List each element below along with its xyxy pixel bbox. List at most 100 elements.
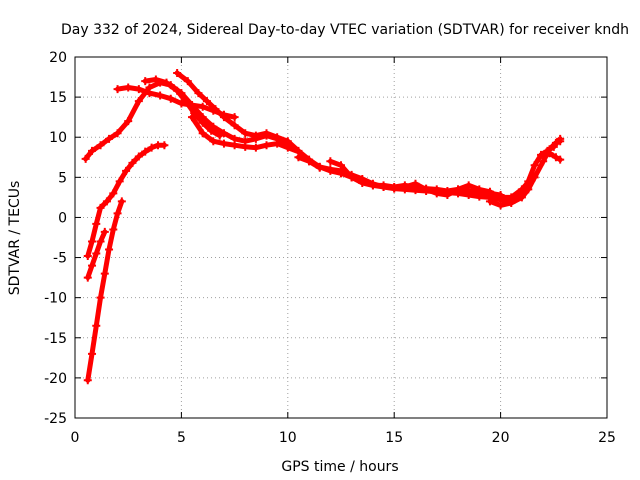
data-point [141,147,150,156]
y-tick-label: 5 [58,170,67,186]
data-point [198,118,207,127]
data-point [194,89,203,98]
y-tick-label: -15 [44,331,67,347]
data-point [368,181,377,190]
y-tick-label: -20 [44,371,67,387]
y-tick-label: -10 [44,291,67,307]
data-point [151,75,160,84]
data-point [88,261,97,270]
data-point [207,126,216,135]
x-tick-label: 20 [492,430,510,446]
data-point [517,190,526,199]
series-trace-3 [141,75,224,140]
data-point [102,197,111,206]
data-point [177,99,186,108]
data-point [105,134,114,143]
data-point [422,185,431,194]
data-point [283,143,292,152]
data-point [166,94,175,103]
data-point [113,209,122,218]
data-point [539,150,548,159]
data-point [109,225,118,234]
data-point [88,237,97,246]
data-point [215,131,224,140]
data-point [545,149,554,158]
data-point [551,153,560,162]
data-point [134,152,143,161]
data-point [524,177,533,186]
data-point [88,349,97,358]
data-point [96,237,105,246]
data-point [156,91,165,100]
data-point [556,155,565,164]
data-point [92,321,101,330]
data-point [273,139,282,148]
data-point [464,181,473,190]
y-tick-label: 0 [58,210,67,226]
data-point [109,189,118,198]
data-point [83,273,92,282]
data-point [507,197,516,206]
data-point [173,69,182,78]
data-point [262,129,271,138]
data-point [183,77,192,86]
data-point [145,89,154,98]
x-tick-label: 25 [598,430,616,446]
data-point [475,185,484,194]
series-trace-13 [83,197,126,385]
data-point [160,141,169,150]
data-point [147,143,156,152]
data-point [549,142,558,151]
data-point [124,83,133,92]
data-point [162,78,171,87]
y-tick-label: 15 [49,90,67,106]
data-point [411,179,420,188]
data-point [83,251,92,260]
data-point [443,190,452,199]
data-point [230,141,239,150]
data-point [454,185,463,194]
data-point [347,173,356,182]
data-point [400,182,409,191]
data-point [337,161,345,170]
data-point [241,142,250,151]
data-point [113,129,122,138]
data-point [337,169,345,178]
chart-title: Day 332 of 2024, Sidereal Day-to-day VTE… [61,22,629,38]
data-point [390,183,399,192]
plot-frame [74,56,608,419]
y-tick-label: 10 [49,130,67,146]
data-point [485,197,494,206]
series-trace-10 [539,149,565,164]
data-point [262,141,271,150]
x-tick-label: 0 [71,430,80,446]
data-point [81,154,90,163]
y-tick-label: -5 [53,251,67,267]
data-point [230,113,239,122]
data-point [96,141,105,150]
data-point [134,85,143,94]
data-point [134,97,143,106]
data-point [251,143,260,152]
data-series [81,69,565,385]
y-tick-label: -25 [44,411,67,427]
data-point [202,97,211,106]
series-trace-12 [83,227,109,282]
y-tick-label: 20 [49,50,67,66]
data-point [315,162,324,171]
data-point [173,86,182,95]
data-point [219,129,228,138]
data-point [113,85,122,94]
data-point [209,137,218,146]
data-point [100,269,109,278]
x-axis-label: GPS time / hours [281,459,398,475]
series-trace-11 [83,141,169,260]
axis-ticks: 0 5 10 15 20 25 -25 -20 -15 -10 -5 0 5 10 15 20 [44,50,616,446]
x-tick-label: 10 [279,430,297,446]
x-tick-label: 5 [177,430,186,446]
data-point [96,293,105,302]
data-point [496,193,505,202]
x-tick-label: 15 [385,430,403,446]
